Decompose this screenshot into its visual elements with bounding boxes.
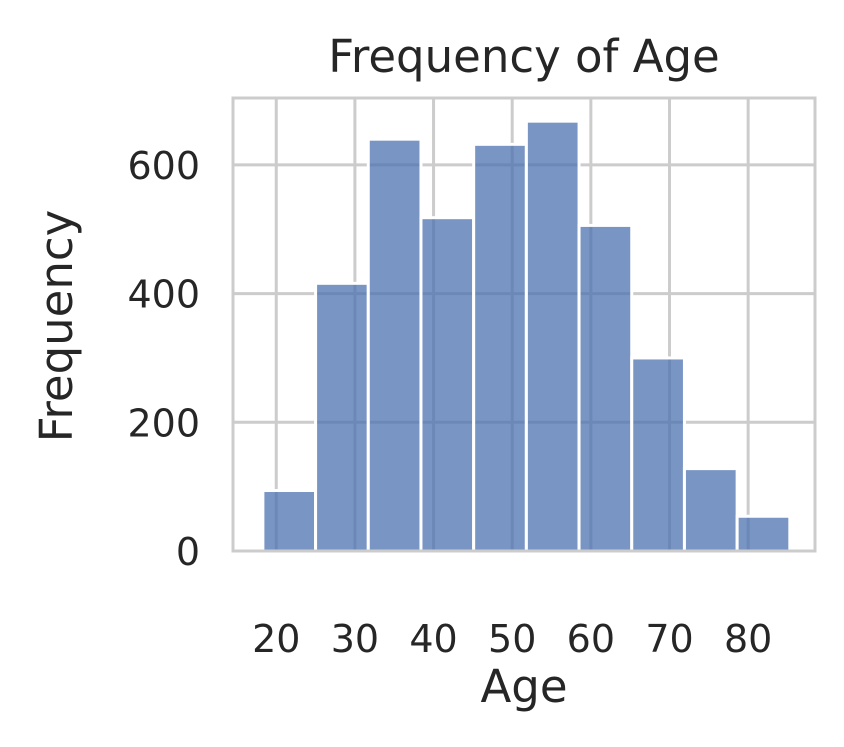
histogram-bar-2 <box>314 281 370 553</box>
x-tick-labels: 20 30 40 50 60 70 80 <box>252 617 772 661</box>
y-tick-label: 0 <box>176 530 200 574</box>
histogram-bar-1 <box>261 489 318 553</box>
y-tick-label: 400 <box>127 273 200 317</box>
plot-frame <box>231 96 817 553</box>
histogram-bar-5 <box>472 142 528 553</box>
x-axis-label: Age <box>480 660 567 713</box>
x-tick-label: 70 <box>645 617 693 661</box>
histogram-bar-4 <box>419 216 476 553</box>
x-tick-label: 60 <box>567 617 615 661</box>
histogram-bar-8 <box>630 356 686 553</box>
y-tick-label: 600 <box>127 144 200 188</box>
histogram-bar-7 <box>577 223 634 553</box>
x-tick-label: 30 <box>331 617 379 661</box>
histogram-bar-10 <box>735 514 792 553</box>
x-tick-label: 40 <box>409 617 457 661</box>
y-axis-label: Frequency <box>30 210 83 442</box>
x-tick-label: 80 <box>724 617 772 661</box>
y-tick-labels: 0 200 400 600 <box>127 144 200 574</box>
bars <box>261 119 792 553</box>
histogram-bar-3 <box>366 137 423 553</box>
x-tick-label: 50 <box>488 617 536 661</box>
histogram-bar-9 <box>682 467 739 553</box>
x-tick-label: 20 <box>252 617 300 661</box>
y-tick-label: 200 <box>127 401 200 445</box>
histogram-bar-6 <box>524 119 581 553</box>
chart-title: Frequency of Age <box>328 30 720 83</box>
